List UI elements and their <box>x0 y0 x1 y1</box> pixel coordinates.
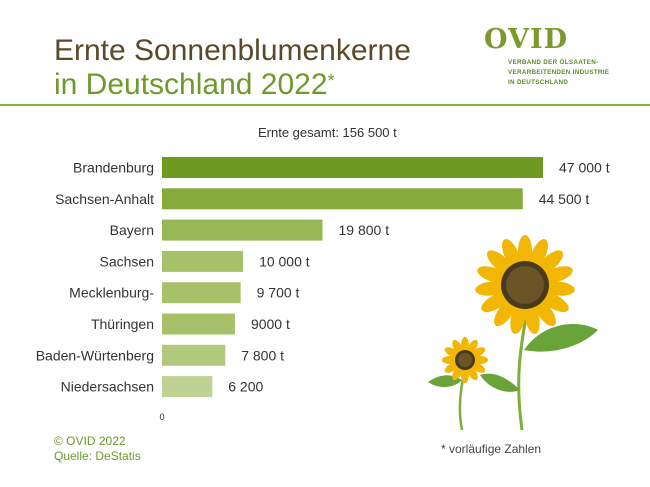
value-label: 9000 t <box>251 316 290 332</box>
category-label: Sachsen <box>100 253 154 269</box>
value-label: 9 700 t <box>257 285 300 301</box>
logo-subtitle-line: IN DEUTSCHLAND <box>508 79 569 86</box>
value-label: 19 800 t <box>339 222 390 238</box>
category-label: Baden-Würtenberg <box>36 347 154 363</box>
header-divider <box>0 104 650 106</box>
bar <box>162 250 244 272</box>
category-label: Mecklenburg- <box>69 285 154 301</box>
bar <box>162 282 241 304</box>
sunflower-illustration <box>428 235 598 431</box>
bar <box>162 344 226 366</box>
source-text: Quelle: DeStatis <box>54 449 141 463</box>
category-label: Thüringen <box>91 316 154 332</box>
category-label: Bayern <box>110 222 154 238</box>
logo-subtitle-line: VERARBEITENDEN INDUSTRIE <box>508 69 610 76</box>
bar <box>162 376 213 398</box>
value-label: 6 200 <box>228 379 263 395</box>
logo-wordmark: OVID <box>484 24 569 55</box>
bar <box>162 313 235 335</box>
bar <box>162 219 323 241</box>
chart-title-line1: Ernte Sonnenblumenkerne <box>54 34 411 67</box>
category-label: Sachsen-Anhalt <box>55 191 154 207</box>
copyright-text: © OVID 2022 <box>54 434 126 448</box>
footnote-text: * vorläufige Zahlen <box>441 442 542 456</box>
chart-title-line2: in Deutschland 2022* <box>54 68 335 102</box>
logo-subtitle: VERBAND DER ÖLSAATEN- VERARBEITENDEN IND… <box>508 58 609 88</box>
value-label: 47 000 t <box>559 160 610 176</box>
category-label: Brandenburg <box>73 160 154 176</box>
ovid-logo: OVID VERBAND DER ÖLSAATEN- VERARBEITENDE… <box>484 24 634 94</box>
value-label: 7 800 t <box>241 347 284 363</box>
logo-subtitle-line: VERBAND DER ÖLSAATEN- <box>508 59 599 66</box>
value-label: 44 500 t <box>539 191 590 207</box>
category-label: Niedersachsen <box>61 379 154 395</box>
title-footnote-marker: * <box>327 71 335 91</box>
value-label: 10 000 t <box>259 253 310 269</box>
x-tick-label: 0 <box>159 412 164 422</box>
chart-title-line2-text: in Deutschland 2022 <box>54 68 328 101</box>
bar <box>162 157 543 178</box>
total-harvest-label: Ernte gesamt: 156 500 t <box>258 125 397 140</box>
bar <box>162 188 523 210</box>
